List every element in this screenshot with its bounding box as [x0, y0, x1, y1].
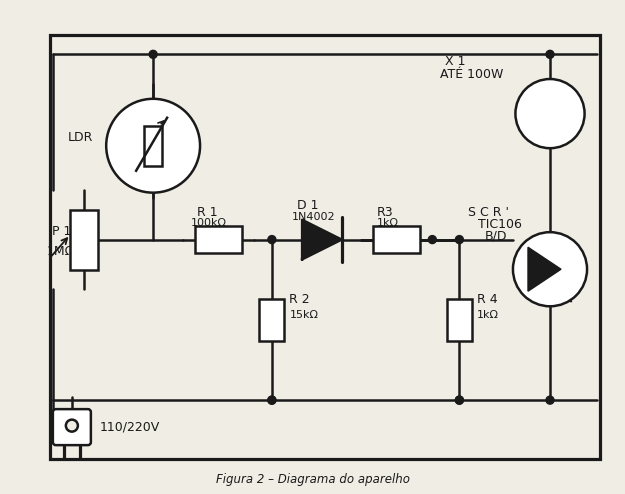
Text: 15kΩ: 15kΩ	[289, 310, 318, 320]
Text: S C R ': S C R '	[468, 206, 509, 219]
Text: 1MΩ: 1MΩ	[46, 245, 74, 258]
Circle shape	[456, 396, 463, 404]
Bar	[144, 126, 162, 165]
Text: 1kΩ: 1kΩ	[477, 310, 499, 320]
Polygon shape	[528, 247, 561, 291]
Bar	[447, 299, 472, 341]
Text: R 4: R 4	[477, 293, 498, 306]
Circle shape	[149, 50, 157, 58]
Text: B/D: B/D	[485, 230, 508, 243]
Circle shape	[546, 50, 554, 58]
Text: P 1: P 1	[52, 225, 72, 238]
Text: R 1: R 1	[197, 206, 217, 218]
Circle shape	[106, 99, 200, 193]
Text: LDR: LDR	[68, 131, 94, 144]
Text: D 1: D 1	[297, 200, 318, 212]
Text: 110/220V: 110/220V	[100, 420, 160, 434]
Bar	[374, 226, 420, 253]
Circle shape	[268, 396, 276, 404]
Circle shape	[513, 232, 587, 306]
Circle shape	[268, 396, 276, 404]
Text: 1kΩ: 1kΩ	[377, 218, 399, 228]
Text: 100kΩ: 100kΩ	[191, 218, 227, 228]
Bar	[195, 226, 242, 253]
Circle shape	[456, 236, 463, 244]
Circle shape	[456, 396, 463, 404]
Circle shape	[268, 236, 276, 244]
Bar	[259, 299, 284, 341]
Text: R 2: R 2	[289, 293, 310, 306]
Text: 1N4002: 1N4002	[292, 212, 336, 222]
Text: ATÉ 100W: ATÉ 100W	[441, 68, 504, 81]
Text: TIC106: TIC106	[478, 218, 522, 231]
Text: X 1: X 1	[446, 54, 466, 68]
Text: R3: R3	[377, 206, 394, 218]
FancyBboxPatch shape	[53, 409, 91, 445]
Circle shape	[546, 396, 554, 404]
Bar	[71, 209, 98, 270]
Text: Figura 2 – Diagrama do aparelho: Figura 2 – Diagrama do aparelho	[216, 473, 409, 486]
Circle shape	[66, 419, 78, 432]
Polygon shape	[302, 220, 342, 259]
Circle shape	[516, 79, 584, 148]
Circle shape	[428, 236, 436, 244]
Bar	[50, 35, 600, 459]
